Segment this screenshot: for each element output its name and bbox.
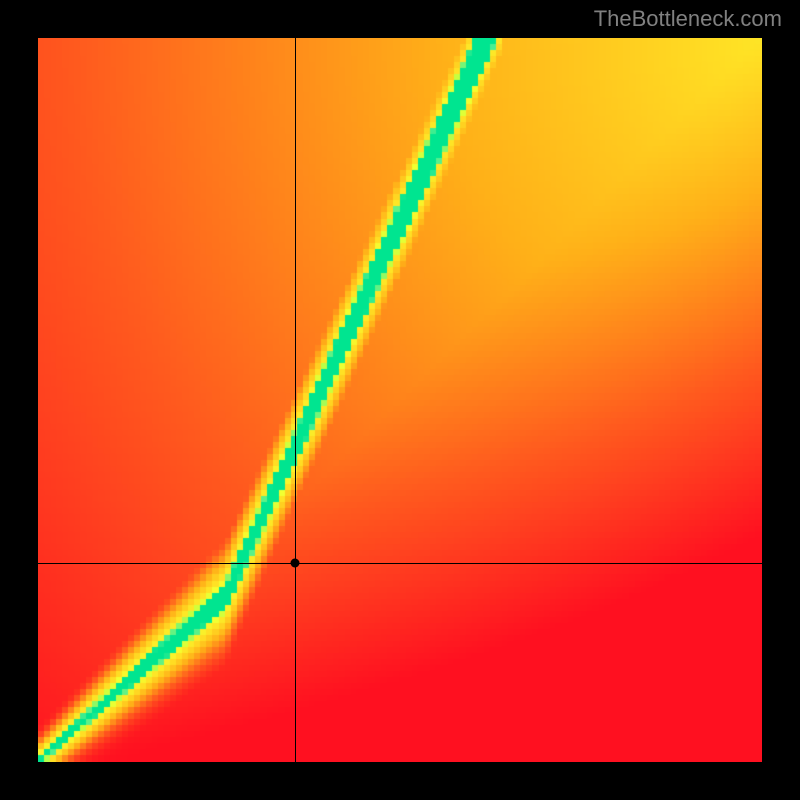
crosshair-vertical — [295, 38, 296, 762]
marker-dot — [291, 558, 300, 567]
watermark-text: TheBottleneck.com — [594, 6, 782, 32]
heatmap-canvas — [38, 38, 762, 762]
crosshair-horizontal — [38, 563, 762, 564]
heatmap-plot — [38, 38, 762, 762]
